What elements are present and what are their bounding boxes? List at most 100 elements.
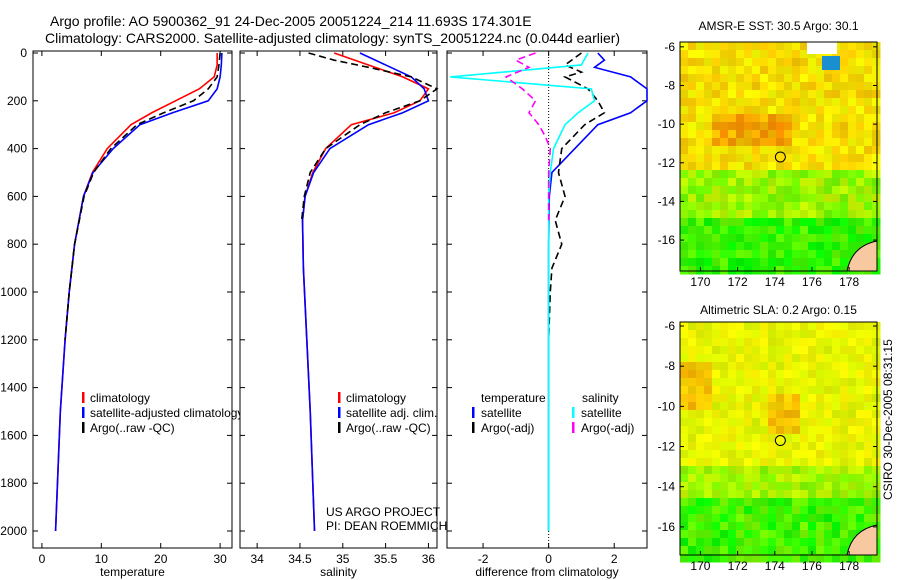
map-cell bbox=[760, 58, 769, 67]
map-cell bbox=[696, 50, 705, 59]
map-cell bbox=[776, 450, 785, 459]
map-cell bbox=[712, 162, 721, 171]
map-cell bbox=[840, 538, 849, 547]
map-cell bbox=[776, 242, 785, 251]
legend-label: climatology bbox=[90, 391, 150, 405]
map-cell bbox=[752, 266, 761, 275]
map-cell bbox=[760, 554, 769, 563]
map-cell bbox=[840, 498, 849, 507]
map-cell bbox=[864, 330, 873, 339]
map-cell bbox=[680, 218, 689, 227]
map-cell bbox=[800, 458, 809, 467]
map-cell bbox=[872, 154, 881, 163]
map-cell bbox=[696, 474, 705, 483]
map-cell bbox=[784, 482, 793, 491]
map-cell bbox=[832, 90, 841, 99]
map-cell bbox=[768, 514, 777, 523]
map-cell bbox=[760, 82, 769, 91]
map-cell bbox=[808, 362, 817, 371]
map-cell bbox=[696, 170, 705, 179]
map-cell bbox=[712, 434, 721, 443]
map-cell bbox=[704, 218, 713, 227]
map-cell bbox=[800, 410, 809, 419]
map-cell bbox=[696, 466, 705, 475]
map-cell bbox=[728, 114, 737, 123]
map-cell bbox=[688, 146, 697, 155]
map-cell bbox=[824, 194, 833, 203]
map-cell bbox=[824, 442, 833, 451]
legend-label: Argo(..raw -QC) bbox=[90, 421, 175, 435]
map-cell bbox=[776, 490, 785, 499]
map-cell bbox=[824, 106, 833, 115]
map-cell bbox=[680, 354, 689, 363]
map-cell bbox=[832, 266, 841, 275]
map-cell bbox=[872, 98, 881, 107]
map-cell bbox=[872, 114, 881, 123]
map-cell bbox=[760, 98, 769, 107]
map-cell bbox=[848, 114, 857, 123]
x-tick-label: 35.5 bbox=[374, 552, 398, 566]
map-cell bbox=[816, 490, 825, 499]
legend-swatch bbox=[572, 407, 575, 418]
map-cell bbox=[792, 242, 801, 251]
map-cell bbox=[680, 378, 689, 387]
map-cell bbox=[720, 546, 729, 555]
map-cell bbox=[784, 138, 793, 147]
map-cell bbox=[840, 242, 849, 251]
map-cell bbox=[752, 322, 761, 331]
map-cell bbox=[840, 402, 849, 411]
map-cell bbox=[864, 514, 873, 523]
map-cell bbox=[760, 450, 769, 459]
map-cell bbox=[712, 130, 721, 139]
map-cell bbox=[832, 530, 841, 539]
map-cell bbox=[864, 74, 873, 83]
map-cell bbox=[768, 202, 777, 211]
map-cell bbox=[776, 506, 785, 515]
map-cell bbox=[760, 370, 769, 379]
map-cell bbox=[856, 346, 865, 355]
map-cell bbox=[680, 186, 689, 195]
y-tick-label: -16 bbox=[658, 520, 676, 534]
map-cell bbox=[792, 530, 801, 539]
map-cell bbox=[688, 42, 697, 51]
side-stamp: CSIRO 30-Dec-2005 08:31:15 bbox=[881, 339, 895, 500]
map-cell bbox=[712, 186, 721, 195]
map-cell bbox=[776, 402, 785, 411]
map-cell bbox=[872, 498, 881, 507]
map-cell bbox=[816, 514, 825, 523]
map-cell bbox=[736, 530, 745, 539]
map-cell bbox=[760, 322, 769, 331]
map-cell bbox=[840, 362, 849, 371]
map-cell bbox=[680, 194, 689, 203]
map-cell bbox=[728, 410, 737, 419]
map-cell bbox=[856, 338, 865, 347]
map-cell bbox=[736, 234, 745, 243]
map-cell bbox=[704, 362, 713, 371]
map-cell bbox=[776, 226, 785, 235]
map-cell bbox=[744, 466, 753, 475]
map-cell bbox=[752, 114, 761, 123]
map-cell bbox=[704, 418, 713, 427]
y-tick-label: 400 bbox=[7, 142, 27, 156]
map-cell bbox=[752, 538, 761, 547]
map-cell bbox=[744, 258, 753, 267]
map-cell bbox=[712, 410, 721, 419]
map-cell bbox=[784, 42, 793, 51]
map-cell bbox=[824, 474, 833, 483]
map-cell bbox=[800, 506, 809, 515]
map-cell bbox=[704, 106, 713, 115]
map-cell bbox=[728, 42, 737, 51]
map-cell bbox=[856, 202, 865, 211]
map-cell bbox=[872, 194, 881, 203]
map-cell bbox=[744, 82, 753, 91]
map-cell bbox=[752, 330, 761, 339]
map-cell bbox=[688, 378, 697, 387]
map-cell bbox=[808, 138, 817, 147]
map-cell bbox=[816, 330, 825, 339]
map-cell bbox=[768, 426, 777, 435]
map-cell bbox=[776, 258, 785, 267]
map-cell bbox=[816, 226, 825, 235]
map-cell bbox=[760, 170, 769, 179]
map-cell bbox=[816, 242, 825, 251]
map-cell bbox=[840, 90, 849, 99]
